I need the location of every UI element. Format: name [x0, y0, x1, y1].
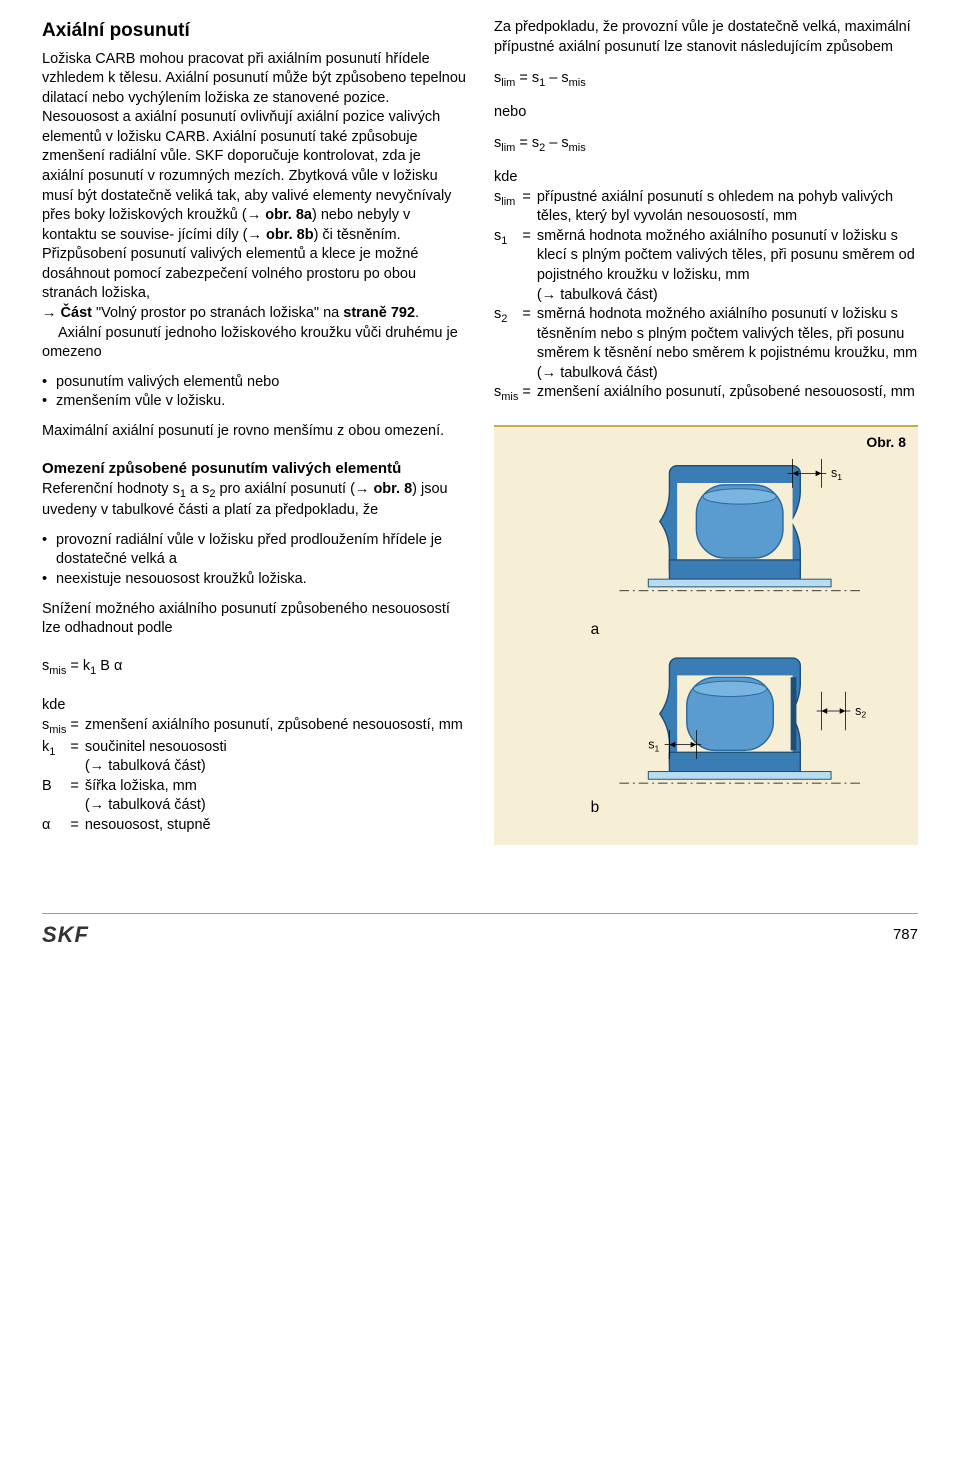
def-row: smis = zmenšení axiálního posunutí, způs…: [494, 383, 918, 405]
def-row: s2 = směrná hodnota možného axiálního po…: [494, 305, 918, 383]
bullet-item: posunutím valivých elementů nebo: [42, 373, 466, 393]
left-paragraph-2: Axiální posunutí jednoho ložiskového kro…: [42, 324, 466, 363]
cast-text: "Volný prostor po stranách ložiska" na: [92, 305, 343, 321]
bullet-item: provozní radiální vůle v ložisku před pr…: [42, 531, 466, 570]
figure-label-b: b: [591, 799, 600, 816]
svg-text:s1: s1: [648, 738, 659, 754]
def-row: α = nesouosost, stupně: [42, 816, 463, 836]
section-title: Axiální posunutí: [42, 18, 466, 44]
kde-label: kde: [494, 168, 918, 188]
right-column: Za předpokladu, že provozní vůle je dost…: [494, 18, 918, 845]
def-row: smis = zmenšení axiálního posunutí, způs…: [42, 716, 463, 738]
kde-label: kde: [42, 696, 466, 716]
left-column: Axiální posunutí Ložiska CARB mohou prac…: [42, 18, 466, 845]
right-paragraph-1: Za předpokladu, že provozní vůle je dost…: [494, 18, 918, 57]
definition-list-right: slim = přípustné axiální posunutí s ohle…: [494, 188, 918, 405]
def-row: slim = přípustné axiální posunutí s ohle…: [494, 188, 918, 227]
def-row: k1 = součinitel nesouososti(→ tabulková …: [42, 738, 463, 777]
def-row: s1 = směrná hodnota možného axiálního po…: [494, 227, 918, 305]
p1d-text: .: [415, 305, 419, 321]
sub1-paragraph: Referenční hodnoty s1 a s2 pro axiální p…: [42, 480, 466, 521]
bullet-item: zmenšením vůle v ložisku.: [42, 392, 466, 412]
left-paragraph-1: Ložiska CARB mohou pracovat při axiálním…: [42, 50, 466, 324]
ref-cast: → Část: [42, 305, 92, 321]
svg-text:s2: s2: [855, 704, 866, 720]
def-text: součinitel nesouososti(→ tabulková část): [85, 738, 463, 777]
inner-ring-icon: [669, 560, 800, 579]
figure-svg: s1 a: [504, 433, 908, 835]
bullet-list-1: posunutím valivých elementů nebo zmenšen…: [42, 373, 466, 412]
equation-smis: smis = k1 B α: [42, 657, 466, 679]
def-text: šířka ložiska, mm(→ tabulková část): [85, 777, 463, 816]
figure-label: Obr. 8: [866, 433, 906, 452]
page-number: 787: [893, 925, 918, 945]
ref-fig-8b: → obr. 8b: [248, 227, 314, 243]
p1-text: Ložiska CARB mohou pracovat při axiálním…: [42, 51, 466, 224]
figure-8: Obr. 8: [494, 425, 918, 845]
def-text: přípustné axiální posunutí s ohledem na …: [537, 188, 918, 227]
definition-list-left: smis = zmenšení axiálního posunutí, způs…: [42, 716, 463, 836]
svg-text:s1: s1: [831, 466, 842, 482]
shaft-icon: [648, 772, 831, 780]
dimension-s2: s2: [817, 692, 867, 730]
left-paragraph-3: Maximální axiální posunutí je rovno menš…: [42, 422, 466, 442]
def-text: zmenšení axiálního posunutí, způsobené n…: [85, 716, 463, 738]
subhead-1: Omezení způsobené posunutím valivých ele…: [42, 459, 466, 479]
ref-strane: straně 792: [343, 305, 415, 321]
def-row: B = šířka ložiska, mm(→ tabulková část): [42, 777, 463, 816]
snap-ring-icon: [791, 677, 797, 750]
bullet-item: neexistuje nesouosost kroužků ložiska.: [42, 570, 466, 590]
ref-fig-8a: → obr. 8a: [247, 207, 312, 223]
nebo-label: nebo: [494, 103, 918, 123]
def-text: směrná hodnota možného axiálního posunut…: [537, 227, 918, 305]
bullet-list-2: provozní radiální vůle v ložisku před pr…: [42, 531, 466, 590]
def-text: nesouosost, stupně: [85, 816, 463, 836]
ref-fig-8: → obr. 8: [355, 481, 412, 497]
def-text: směrná hodnota možného axiálního posunut…: [537, 305, 918, 383]
figure-label-a: a: [591, 621, 600, 638]
equation-slim-1: slim = s1 – smis: [494, 69, 918, 91]
inner-ring-icon: [669, 752, 800, 771]
def-text: zmenšení axiálního posunutí, způsobené n…: [537, 383, 918, 405]
left-paragraph-4: Snížení možného axiálního posunutí způso…: [42, 600, 466, 639]
page-footer: SKF 787: [42, 913, 918, 950]
shaft-icon: [648, 579, 831, 587]
skf-logo: SKF: [42, 920, 89, 950]
equation-slim-2: slim = s2 – smis: [494, 134, 918, 156]
